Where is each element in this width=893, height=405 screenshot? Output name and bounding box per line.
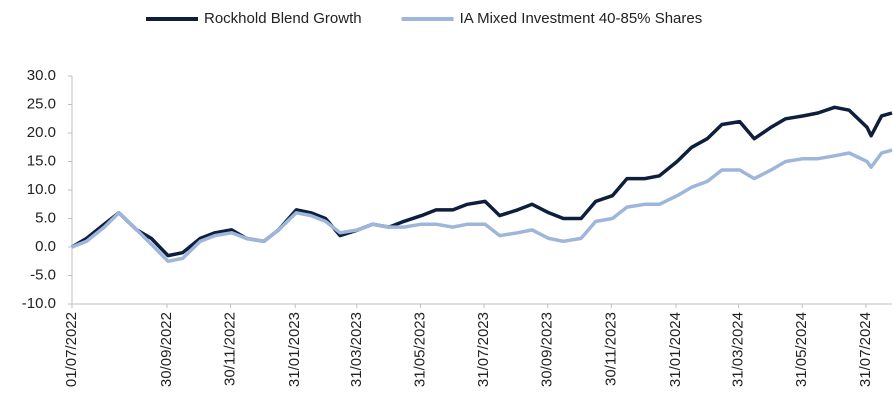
- y-tick-label: 0.0: [35, 238, 56, 255]
- legend-label: Rockhold Blend Growth: [204, 10, 362, 27]
- legend-label: IA Mixed Investment 40-85% Shares: [460, 10, 703, 27]
- x-tick-label: 31/07/2024: [857, 312, 874, 387]
- x-tick-label: 30/09/2023: [539, 312, 556, 387]
- x-tick-label: 31/05/2023: [411, 312, 428, 387]
- x-tick-label: 31/03/2023: [348, 312, 365, 387]
- x-tick-label: 31/05/2024: [793, 312, 810, 387]
- x-tick-label: 30/11/2023: [602, 312, 619, 386]
- y-tick-label: 25.0: [27, 95, 56, 112]
- x-tick-label: 30/09/2022: [158, 312, 175, 387]
- series-line: [71, 148, 893, 264]
- y-tick-label: 30.0: [27, 67, 56, 84]
- x-tick-label: 31/03/2024: [730, 312, 747, 387]
- y-tick-label: -10.0: [22, 295, 56, 312]
- y-tick-label: -5.0: [30, 266, 56, 283]
- y-tick-label: 5.0: [35, 209, 56, 226]
- y-tick-label: 20.0: [27, 124, 56, 141]
- x-tick-label: 30/11/2022: [222, 312, 239, 386]
- y-tick-label: 15.0: [27, 152, 56, 169]
- series-line: [71, 105, 893, 258]
- x-tick-label: 31/01/2024: [667, 312, 684, 387]
- x-tick-label: 31/01/2023: [286, 312, 303, 387]
- x-tick-label: 01/07/2022: [63, 312, 80, 387]
- y-tick-label: 10.0: [27, 181, 56, 198]
- x-tick-label: 31/07/2023: [475, 312, 492, 387]
